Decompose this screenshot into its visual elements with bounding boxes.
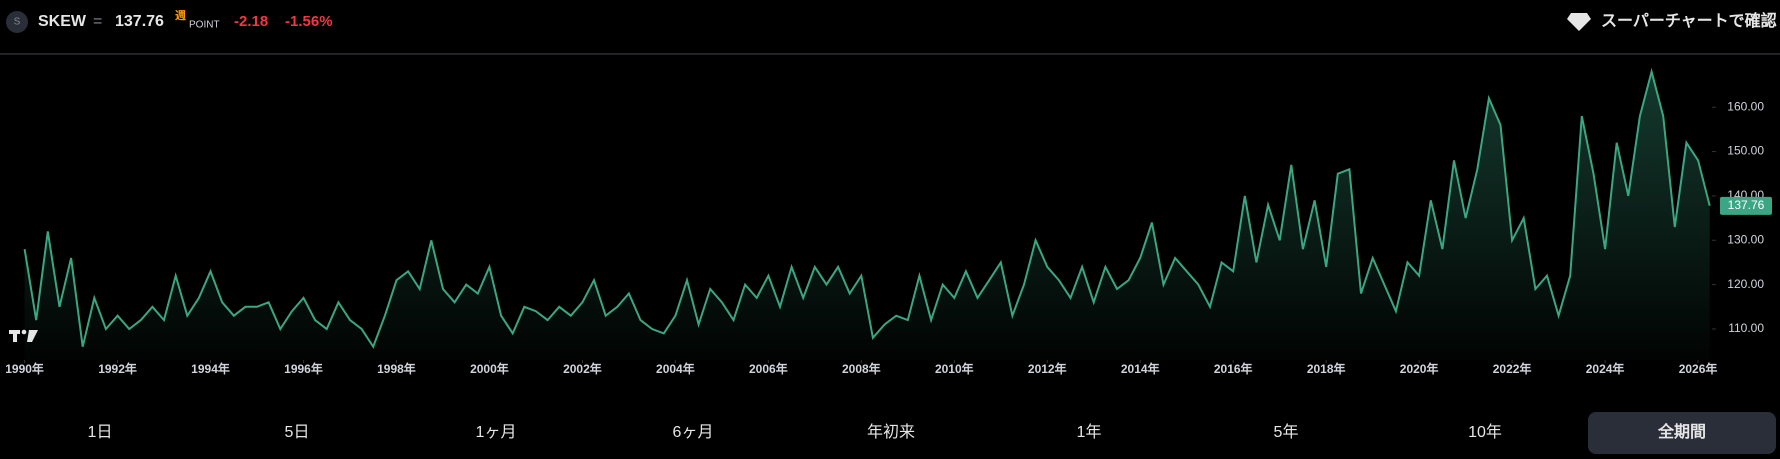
symbol: SKEW (38, 13, 87, 30)
range-button[interactable]: 5日 (285, 424, 310, 441)
range-button[interactable]: 1ヶ月 (476, 424, 517, 441)
x-tick-label: 1996年 (284, 361, 323, 376)
x-tick-label: 2020年 (1400, 361, 1439, 376)
tv-logo (9, 329, 38, 342)
last-value-label: 137.76 (1728, 198, 1765, 212)
x-tick-label: 1990年 (5, 361, 44, 376)
x-tick-label: 2006年 (749, 361, 788, 376)
range-button[interactable]: 5年 (1274, 423, 1299, 441)
super-chart-icon[interactable] (1567, 13, 1591, 31)
change: -2.18 (234, 13, 268, 30)
unit: POINT (189, 20, 220, 31)
range-button[interactable]: 1日 (88, 424, 113, 441)
super-chart-link[interactable]: スーパーチャートで確認 (1601, 11, 1777, 30)
x-tick-label: 1998年 (377, 361, 416, 376)
selected-range-bg (1588, 412, 1776, 454)
period-badge: 週 (175, 8, 186, 22)
range-button[interactable]: 年初来 (867, 423, 915, 441)
range-button[interactable]: 6ヶ月 (673, 424, 714, 441)
range-button[interactable]: 1年 (1077, 423, 1102, 441)
y-tick-label: 110.00 (1728, 321, 1764, 335)
x-tick-label: 1992年 (98, 361, 137, 376)
y-tick-label: 120.00 (1727, 277, 1764, 291)
x-tick-label: 2002年 (563, 361, 602, 376)
change-percent: -1.56% (285, 13, 333, 30)
y-tick-label: 160.00 (1727, 99, 1764, 113)
x-tick-label: 2018年 (1307, 361, 1346, 376)
x-tick-label: 2022年 (1493, 361, 1532, 376)
x-tick-label: 2016年 (1214, 361, 1253, 376)
x-tick-label: 2026年 (1679, 361, 1718, 376)
x-tick-label: 2004年 (656, 361, 695, 376)
equals: = (93, 13, 102, 30)
area-fill (24, 71, 1710, 360)
y-tick-label: 130.00 (1727, 232, 1764, 246)
last-value-tag (1720, 196, 1772, 215)
symbol-icon (6, 11, 28, 33)
price: 137.76 (115, 13, 164, 30)
symbol-icon-letter: S (14, 17, 21, 28)
plot: 110.00120.00130.00140.00150.00160.001990… (5, 67, 1772, 376)
x-tick-label: 2014年 (1121, 361, 1160, 376)
y-tick-label: 150.00 (1727, 144, 1764, 158)
x-tick-label: 2024年 (1586, 361, 1625, 376)
range-buttons: 1日 5日 1ヶ月 6ヶ月 年初来 1年 5年 10年 全期間 (88, 422, 1706, 441)
x-tick-label: 2008年 (842, 361, 881, 376)
range-button[interactable]: 全期間 (1657, 422, 1706, 441)
range-button[interactable]: 10年 (1468, 423, 1502, 441)
x-tick-label: 2010年 (935, 361, 974, 376)
x-tick-label: 1994年 (191, 361, 230, 376)
x-tick-label: 2000年 (470, 361, 509, 376)
x-tick-label: 2012年 (1028, 361, 1067, 376)
line (23, 67, 1711, 349)
